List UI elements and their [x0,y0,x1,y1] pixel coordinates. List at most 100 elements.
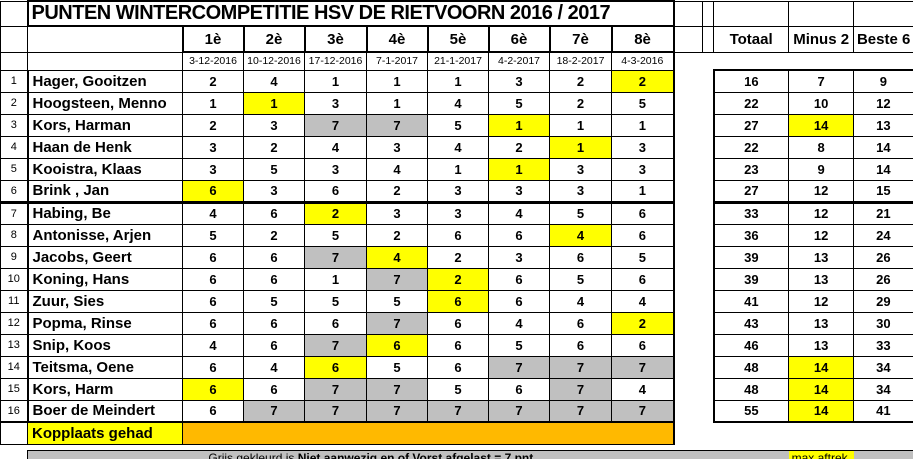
score-cell: 7 [304,333,367,357]
table-row: 3 Kors, Harman 2 3 7 7 5 1 1 1 27 14 13 [0,113,913,137]
beste6-cell: 9 [853,69,913,93]
minus2-cell: 14 [788,399,855,423]
score-cell: 4 [304,135,367,159]
spacer-cell [702,0,715,27]
player-name: Kooistra, Klaas [26,157,183,181]
score-cell: 4 [366,245,428,269]
totaal-cell: 46 [712,333,790,357]
score-cell: 2 [366,223,428,247]
totaal-cell: 27 [712,179,790,204]
row-number: 4 [0,135,28,159]
round-header: 3è [303,25,368,53]
round-date: 18-2-2017 [549,51,612,71]
table-row: 7 Habing, Be 4 6 2 3 3 4 5 6 33 12 21 [0,201,913,225]
score-cell: 5 [304,223,367,247]
score-cell: 4 [610,289,675,313]
score-cell: 2 [366,179,428,204]
score-cell: 5 [610,245,675,269]
spacer-cell [703,114,714,136]
score-cell: 5 [488,333,550,357]
spacer-cell [674,114,703,136]
spacer-cell [854,52,913,70]
score-cell: 6 [610,223,675,247]
spacer-cell [674,290,703,312]
spacer-cell [703,290,714,312]
score-cell: 7 [366,113,428,137]
legend-grey-cell [713,449,789,459]
score-cell: 3 [549,179,612,204]
round-date: 3-12-2016 [182,51,244,71]
minus2-cell: 10 [788,91,855,115]
minus2-cell: 8 [788,135,855,159]
score-cell: 7 [366,399,428,423]
spacer-cell [789,422,854,444]
score-cell: 4 [182,333,244,357]
row-number: 2 [0,91,28,115]
spacer-cell [674,92,703,114]
row-header-cell [0,51,28,71]
legend-note-normal: Grijs gekleurd is [208,450,298,459]
empty-cell [713,0,790,27]
spacer-cell [674,422,703,444]
score-cell: 3 [610,135,675,159]
table-row: 10 Koning, Hans 6 6 1 7 2 6 5 6 39 13 26 [0,267,913,291]
table-row: 9 Jacobs, Geert 6 6 7 4 2 3 6 5 39 13 26 [0,245,913,269]
score-cell: 6 [182,377,244,401]
score-cell: 6 [488,267,550,291]
row-number: 1 [0,69,28,93]
totaal-cell: 27 [712,113,790,137]
score-cell: 7 [549,399,612,423]
score-cell: 7 [304,399,367,423]
kopplaats-label: Kopplaats gehad [27,421,183,445]
score-cell: 7 [366,311,428,335]
totaal-cell: 48 [712,355,790,379]
minus2-cell: 14 [788,355,855,379]
score-cell: 5 [243,289,305,313]
totaal-cell: 33 [712,201,790,225]
score-cell: 6 [182,311,244,335]
score-cell: 6 [427,355,489,379]
score-cell: 5 [304,289,367,313]
table-row: 2 Hoogsteen, Menno 1 1 3 1 4 5 2 5 22 10 12 [0,91,913,115]
score-cell: 3 [243,113,305,137]
row-number: 8 [0,223,28,247]
spacer-cell [674,356,703,378]
score-cell: 3 [243,179,305,204]
score-cell: 6 [182,267,244,291]
beste6-cell: 21 [853,201,913,225]
score-cell: 2 [243,223,305,247]
score-cell: 6 [610,333,675,357]
totaal-cell: 39 [712,267,790,291]
score-cell: 6 [549,245,612,269]
max-aftrek-label: max aftrek [788,449,854,459]
score-cell: 6 [182,179,244,204]
round-date: 17-12-2016 [304,51,367,71]
score-cell: 4 [427,135,489,159]
player-name: Koning, Hans [26,267,183,291]
row-number: 15 [0,377,28,401]
score-cell: 6 [182,245,244,269]
player-name: Kors, Harman [26,113,183,137]
table-row: 14 Teitsma, Oene 6 4 6 5 6 7 7 7 48 14 34 [0,355,913,379]
score-cell: 4 [488,201,550,225]
score-cell: 6 [427,311,489,335]
score-cell: 6 [427,223,489,247]
score-cell: 7 [366,267,428,291]
spacer-cell [703,356,714,378]
kopplaats-bar [181,421,675,445]
spacer-cell [703,400,714,422]
score-cell: 6 [549,333,612,357]
score-cell: 2 [488,135,550,159]
row-number: 7 [0,201,28,225]
score-cell: 6 [488,289,550,313]
spacer-cell [1,450,28,459]
dates-row: 3-12-2016 10-12-2016 17-12-2016 7-1-2017… [0,51,913,71]
score-cell: 6 [610,267,675,291]
minus2-cell: 14 [788,113,855,137]
beste6-cell: 13 [853,113,913,137]
page-title: PUNTEN WINTERCOMPETITIE HSV DE RIETVOORN… [26,0,675,27]
name-header-cell [27,51,183,71]
row-header-cell [0,25,28,53]
beste6-cell: 29 [853,289,913,313]
score-cell: 7 [610,355,675,379]
